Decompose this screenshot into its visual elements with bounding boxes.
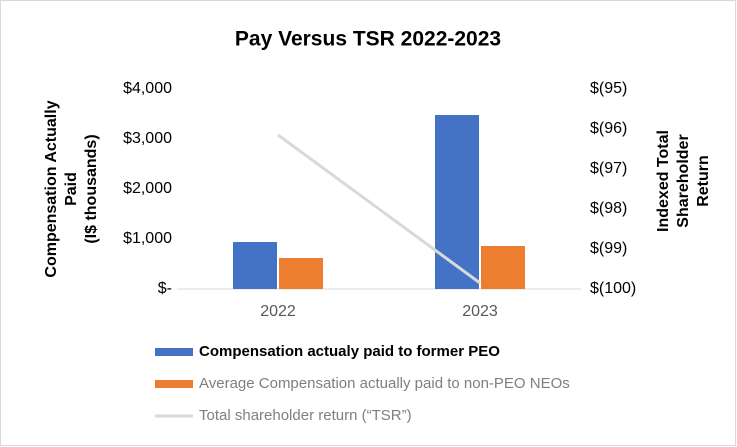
bar [481, 246, 525, 289]
y-axis-label: Compensation Actually [43, 100, 60, 277]
bar [435, 115, 479, 289]
y2-tick-label: $(96) [590, 120, 627, 137]
legend-label: Total shareholder return (“TSR”) [199, 407, 412, 424]
y2-tick-label: $(95) [590, 80, 627, 97]
y-axis-label: (I$ thousands) [83, 134, 100, 243]
y2-tick-label: $(97) [590, 160, 627, 177]
legend-label: Compensation actualy paid to former PEO [199, 343, 500, 360]
y2-tick-label: $(99) [590, 240, 627, 257]
y-tick-label: $- [158, 280, 172, 297]
x-tick-label: 2022 [260, 303, 296, 320]
y-tick-label: $4,000 [123, 80, 172, 97]
line [277, 133, 481, 285]
x-tick-label: 2023 [462, 303, 498, 320]
legend-swatch [155, 380, 193, 388]
y-tick-label: $3,000 [123, 130, 172, 147]
chart-title: Pay Versus TSR 2022-2023 [235, 28, 501, 51]
y2-tick-label: $(98) [590, 200, 627, 217]
bar [279, 258, 323, 289]
bar [233, 242, 277, 289]
y2-tick-label: $(100) [590, 280, 636, 297]
legend-swatch [155, 348, 193, 356]
y2-axis-label: Return [695, 155, 712, 207]
y2-axis-label: Shareholder [675, 134, 692, 227]
y2-axis-label: Indexed Total [655, 130, 672, 232]
y-tick-label: $2,000 [123, 180, 172, 197]
y-axis-label: Paid [63, 172, 80, 206]
legend-label: Average Compensation actually paid to no… [199, 375, 570, 392]
y-tick-label: $1,000 [123, 230, 172, 247]
